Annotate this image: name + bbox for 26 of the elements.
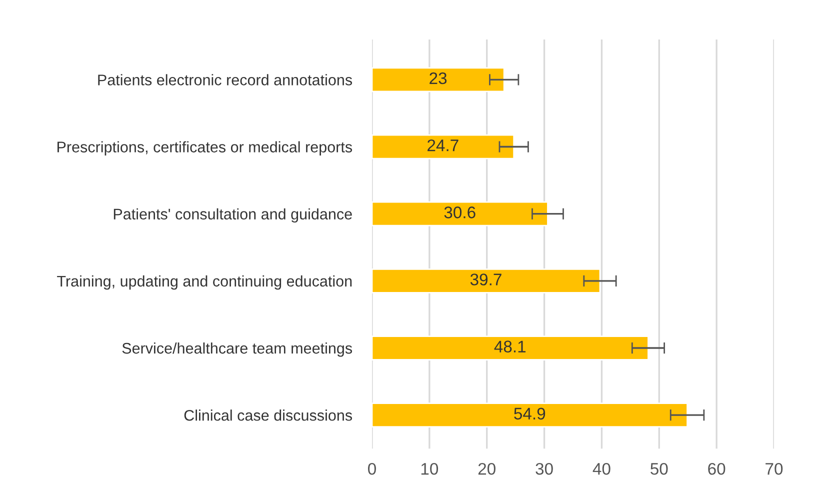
data-label: 54.9	[514, 408, 546, 420]
y-tick-label: Clinical case discussions	[184, 410, 352, 421]
y-tick-label: Patients electronic record annotations	[98, 74, 352, 86]
x-tick-label: 60	[708, 462, 726, 475]
y-tick-label: Patients' consultation and guidance	[114, 208, 352, 223]
bar	[372, 67, 505, 92]
x-tick-label: 10	[421, 462, 438, 475]
x-tick-label: 40	[592, 462, 610, 475]
bar	[372, 402, 688, 428]
data-label: 39.7	[470, 274, 502, 286]
x-tick-label: 20	[478, 462, 496, 475]
data-label: 48.1	[494, 340, 526, 352]
x-tick-label: 70	[766, 462, 783, 475]
x-tick-label: 0	[368, 462, 376, 475]
bar	[372, 134, 515, 160]
data-label: 24.7	[428, 139, 458, 152]
y-tick-label: Prescriptions, certificates or medical reports	[58, 141, 352, 156]
y-tick-label: Training, updating and continuing education	[57, 275, 352, 290]
bar	[372, 336, 649, 360]
bar	[372, 268, 601, 294]
data-label: 30.6	[444, 206, 476, 218]
x-tick-label: 50	[650, 462, 668, 475]
x-tick-label: 30	[536, 462, 553, 475]
y-tick-label: Service/healthcare team meetings	[122, 342, 352, 357]
data-label: 23	[430, 72, 447, 84]
bar	[372, 201, 548, 226]
